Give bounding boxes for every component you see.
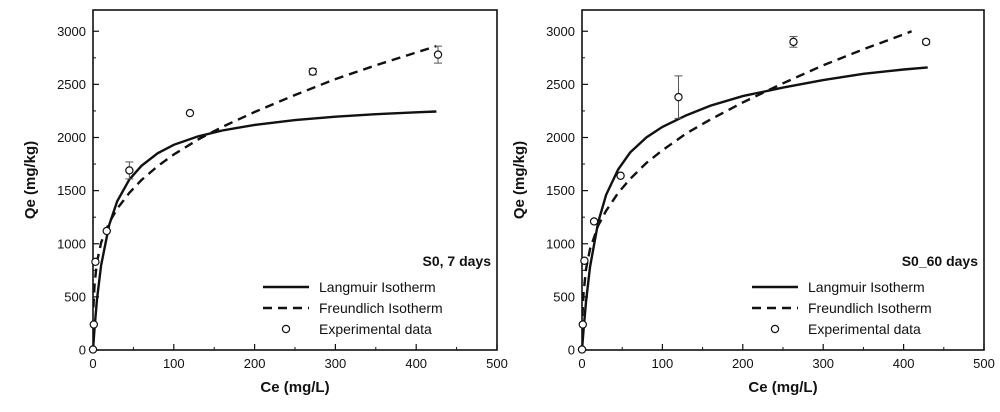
legend-label: Freundlich Isotherm bbox=[808, 300, 932, 316]
langmuir-curve bbox=[582, 66, 928, 350]
legend-label: Experimental data bbox=[319, 321, 432, 337]
y-tick-label: 500 bbox=[64, 289, 86, 304]
y-tick-label: 3000 bbox=[546, 24, 575, 39]
y-axis-title: Qe (mg/kg) bbox=[22, 141, 39, 219]
data-point bbox=[577, 345, 587, 354]
x-tick-label: 500 bbox=[973, 356, 995, 371]
y-tick-label: 500 bbox=[553, 289, 575, 304]
plot-frame bbox=[92, 9, 498, 351]
chart-panel-1: 0 100 200 300 400 500 0 500 1000 1500 2000 2500 3000… bbox=[22, 9, 508, 396]
legend-label: Langmuir Isotherm bbox=[808, 279, 925, 295]
langmuir-curve bbox=[93, 110, 437, 350]
y-tick-label: 1000 bbox=[546, 236, 575, 251]
panel-label: S0, 7 days bbox=[423, 253, 492, 269]
legend-label: Freundlich Isotherm bbox=[319, 300, 443, 316]
x-tick-label: 0 bbox=[89, 356, 96, 371]
data-point bbox=[616, 171, 625, 180]
data-point bbox=[578, 320, 588, 329]
legend-label: Experimental data bbox=[808, 321, 921, 337]
data-point bbox=[89, 320, 99, 329]
x-tick-label: 300 bbox=[325, 356, 347, 371]
plot-frame bbox=[581, 9, 985, 351]
x-tick-label: 500 bbox=[486, 356, 508, 371]
y-tick-label: 1000 bbox=[57, 236, 86, 251]
y-tick-label: 2500 bbox=[57, 77, 86, 92]
y-tick-label: 1500 bbox=[57, 183, 86, 198]
data-point bbox=[921, 37, 931, 47]
x-tick-label: 400 bbox=[893, 356, 915, 371]
legend-marker-swatch bbox=[281, 324, 291, 334]
x-axis-title: Ce (mg/L) bbox=[260, 379, 329, 396]
data-point bbox=[433, 50, 443, 59]
data-point bbox=[102, 226, 111, 236]
y-tick-label: 2000 bbox=[546, 130, 575, 145]
data-point bbox=[674, 92, 683, 102]
y-tick-label: 1500 bbox=[546, 183, 575, 198]
x-tick-label: 100 bbox=[652, 356, 674, 371]
freundlich-curve bbox=[93, 44, 437, 308]
data-point bbox=[589, 217, 599, 226]
x-tick-label: 300 bbox=[812, 356, 834, 371]
x-tick-label: 0 bbox=[578, 356, 585, 371]
y-tick-label: 0 bbox=[568, 343, 575, 358]
chart-panel-2: 0 100 200 300 400 500 0 500 1000 1500 2000 2500 3000… bbox=[511, 9, 995, 396]
x-tick-label: 200 bbox=[244, 356, 266, 371]
y-tick-label: 3000 bbox=[57, 24, 86, 39]
data-point bbox=[580, 256, 589, 265]
panel-label: S0_60 days bbox=[902, 253, 978, 269]
freundlich-curve bbox=[582, 30, 913, 317]
x-tick-label: 100 bbox=[163, 356, 185, 371]
data-point bbox=[185, 108, 195, 118]
data-point bbox=[789, 37, 798, 47]
x-axis-title: Ce (mg/L) bbox=[748, 379, 817, 396]
y-tick-label: 0 bbox=[79, 343, 86, 358]
data-point bbox=[308, 67, 317, 76]
legend-marker-swatch bbox=[770, 324, 780, 334]
y-tick-label: 2500 bbox=[546, 77, 575, 92]
x-tick-label: 200 bbox=[732, 356, 754, 371]
y-tick-label: 2000 bbox=[57, 130, 86, 145]
data-point bbox=[125, 166, 134, 175]
x-tick-label: 400 bbox=[405, 356, 427, 371]
legend-label: Langmuir Isotherm bbox=[319, 279, 436, 295]
data-point bbox=[91, 257, 100, 267]
data-point bbox=[88, 345, 98, 354]
y-axis-title: Qe (mg/kg) bbox=[511, 141, 528, 219]
